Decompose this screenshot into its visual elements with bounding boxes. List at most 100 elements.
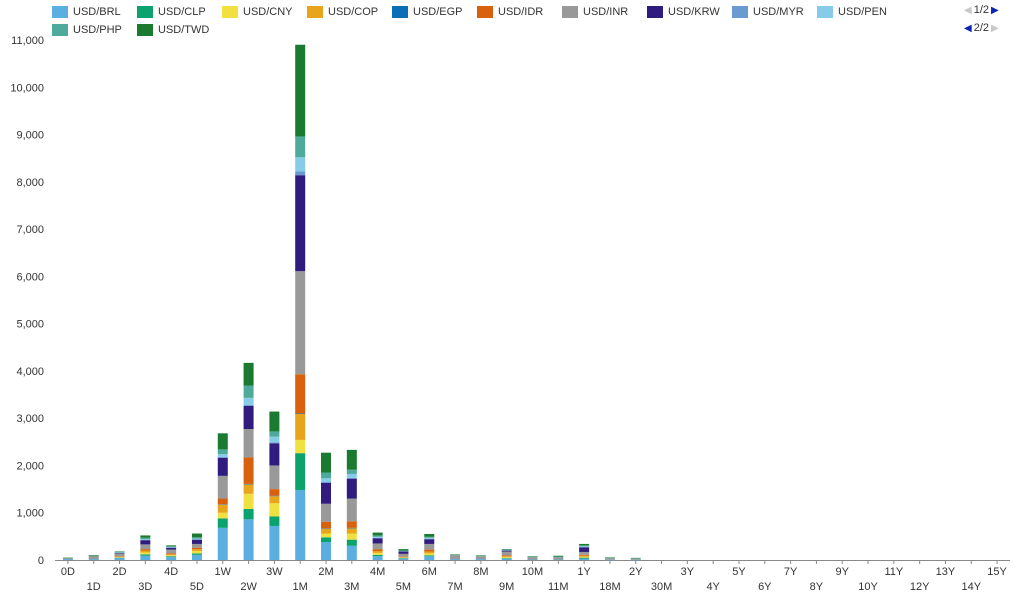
bar-segment [217, 456, 228, 458]
y-tick-label: 11,000 [11, 35, 44, 47]
bar-segment [579, 545, 590, 547]
x-tick-label: 5D [190, 581, 204, 593]
legend-item[interactable]: USD/TWD [137, 24, 222, 36]
bar-segment [295, 271, 306, 375]
x-tick-label: 4Y [706, 581, 720, 593]
y-tick-label: 6,000 [16, 271, 44, 283]
bar-segment [579, 557, 590, 559]
bar-segment [424, 536, 435, 538]
left-arrow-icon[interactable]: ◀ [964, 4, 972, 16]
bar-segment [269, 489, 280, 496]
bar-segment [269, 442, 280, 444]
bar-segment [553, 559, 564, 561]
bar-segment [269, 495, 280, 497]
bar-segment [424, 553, 435, 556]
legend-item[interactable]: USD/PHP [52, 24, 137, 36]
x-tick-label: 3M [344, 581, 359, 593]
bar-segment [295, 374, 306, 414]
legend-item[interactable]: USD/KRW [647, 6, 732, 18]
bar-segment [501, 550, 512, 551]
bar-segment [217, 475, 228, 499]
y-tick-label: 7,000 [16, 224, 44, 236]
bar-segment [321, 472, 332, 479]
bar-segment [295, 44, 306, 137]
x-tick-label: 5Y [732, 566, 746, 578]
pager-text-row2: 2/2 [973, 22, 989, 34]
bar-segment [372, 543, 383, 550]
bar-segment [501, 555, 512, 557]
bar-segment [424, 538, 435, 540]
x-tick-label: 3Y [681, 566, 695, 578]
bar-segment [321, 452, 332, 473]
left-arrow-icon[interactable]: ◀ [964, 22, 972, 34]
x-tick-label: 7M [447, 581, 462, 593]
legend-item[interactable]: USD/EGP [392, 6, 477, 18]
legend-item[interactable]: USD/MYR [732, 6, 817, 18]
legend-swatch [307, 6, 323, 18]
bar-segment [398, 549, 409, 551]
bar-segment [346, 545, 357, 560]
x-tick-label: 18M [599, 581, 620, 593]
bar-segment [527, 556, 538, 558]
x-tick-label: 11Y [884, 566, 903, 578]
bar-segment [424, 537, 435, 539]
legend-item[interactable]: USD/BRL [52, 6, 137, 18]
legend-label: USD/COP [328, 6, 379, 18]
bar-segment [166, 555, 177, 557]
bar-segment [243, 385, 254, 398]
bar-segment [450, 555, 461, 560]
bar-segment [475, 556, 486, 560]
bar-segment [243, 483, 254, 485]
bar-segment [140, 554, 151, 556]
bar-segment [346, 498, 357, 522]
x-tick-label: 4D [164, 566, 178, 578]
legend-item[interactable]: USD/COP [307, 6, 392, 18]
right-arrow-icon[interactable]: ▶ [991, 22, 999, 34]
bar-segment [579, 558, 590, 560]
bar-segment [321, 482, 332, 483]
bar-segment [295, 175, 306, 272]
bar-segment [114, 556, 125, 557]
bar-segment [424, 534, 435, 537]
bar-segment [321, 482, 332, 504]
bar-segment [372, 551, 383, 553]
bar-segment [114, 552, 125, 554]
right-arrow-icon[interactable]: ▶ [991, 4, 999, 16]
bar-segment [295, 453, 306, 491]
legend-item[interactable]: USD/CLP [137, 6, 222, 18]
bar-segment [140, 537, 151, 540]
bar-segment [424, 555, 435, 557]
bar-segment [475, 559, 486, 560]
bar-segment [527, 559, 538, 561]
bar-segment [295, 157, 306, 172]
bar-segment [191, 547, 202, 550]
bar-segment [630, 558, 641, 560]
bar-segment [140, 540, 151, 545]
x-tick-label: 0D [61, 566, 75, 578]
bar-segment [346, 521, 357, 528]
bar-segment [140, 539, 151, 541]
legend-item[interactable]: USD/IDR [477, 6, 562, 18]
bar-segment [217, 457, 228, 476]
bar-segment [372, 554, 383, 557]
bar-segment [346, 533, 357, 540]
bar-segment [191, 549, 202, 552]
bar-segment [501, 551, 512, 556]
bar-segment [346, 527, 357, 529]
bar-segment [114, 556, 125, 558]
bar-segment [372, 549, 383, 552]
y-tick-label: 10,000 [10, 82, 44, 94]
legend-item[interactable]: USD/INR [562, 6, 647, 18]
bar-segment [295, 439, 306, 454]
bar-segment [346, 477, 357, 479]
bar-segment [604, 558, 615, 560]
legend-swatch [137, 6, 153, 18]
x-tick-label: 1D [87, 581, 101, 593]
legend-item[interactable]: USD/PEN [817, 6, 902, 18]
x-tick-label: 9Y [835, 566, 849, 578]
legend-item[interactable]: USD/CNY [222, 6, 307, 18]
bar-segment [191, 539, 202, 544]
y-tick-label: 5,000 [16, 319, 44, 331]
bar-segment [166, 554, 177, 556]
bar-segment [475, 555, 486, 557]
